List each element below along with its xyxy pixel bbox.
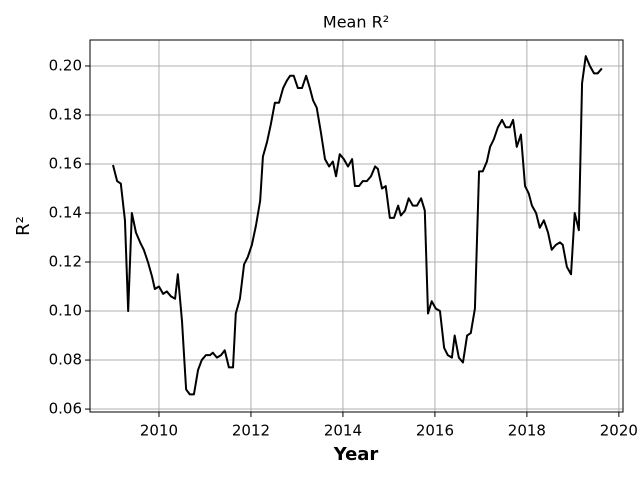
y-tick-label: 0.18 [49, 105, 82, 123]
x-tick-label: 2018 [508, 422, 546, 440]
y-tick-label: 0.06 [49, 400, 82, 418]
y-tick-label: 0.10 [49, 302, 82, 320]
data-line [112, 55, 603, 396]
y-tick-label: 0.12 [49, 253, 82, 271]
y-tick-label: 0.20 [49, 56, 82, 74]
x-tick-label: 2014 [324, 422, 362, 440]
chart-title: Mean R² [323, 13, 389, 32]
x-tick-label: 2016 [416, 422, 454, 440]
plot-frame [89, 39, 624, 413]
x-axis-label: Year [333, 444, 379, 465]
x-tick-label: 2012 [232, 422, 270, 440]
y-tick-label: 0.14 [49, 204, 82, 222]
x-tick-label: 2020 [600, 422, 638, 440]
x-tick-label: 2010 [140, 422, 178, 440]
y-tick-label: 0.16 [49, 155, 82, 173]
y-axis-label: R² [13, 216, 34, 236]
y-tick-label: 0.08 [49, 351, 82, 369]
